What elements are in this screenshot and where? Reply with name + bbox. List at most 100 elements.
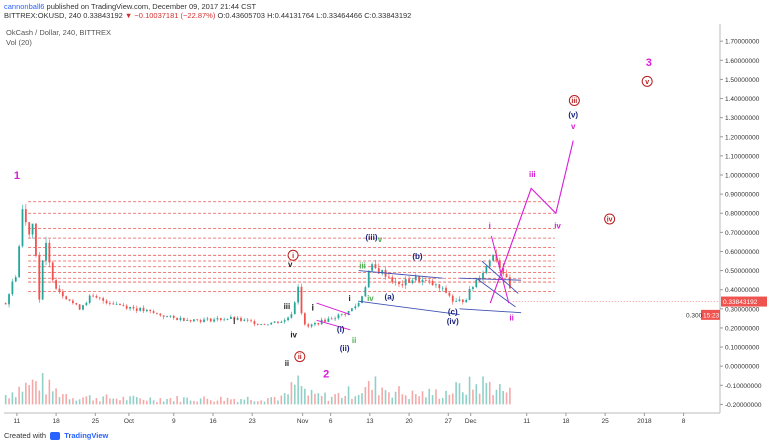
candle-body (156, 312, 158, 314)
candle-body (219, 318, 222, 321)
wave-label: 3 (646, 57, 652, 69)
volume-bar (304, 388, 306, 405)
y-tick-label: 1.10000000 (725, 153, 760, 160)
candle-body (374, 264, 377, 269)
x-tick-label: 11 (14, 418, 21, 425)
channel-line (358, 300, 460, 316)
candle-body (263, 324, 266, 325)
candle-body (270, 322, 273, 325)
volume-bar (196, 401, 199, 405)
candle-body (445, 287, 447, 293)
wave-label: i (489, 222, 491, 231)
x-tick-label: 23 (249, 418, 257, 425)
tradingview-brand[interactable]: TradingView (64, 431, 109, 440)
candle-body (401, 284, 404, 286)
volume-bar (327, 400, 330, 405)
candle-body (334, 318, 337, 320)
wave-label: v (571, 122, 576, 131)
volume-bar (78, 399, 81, 405)
volume-bar (408, 399, 410, 405)
publisher-link[interactable]: cannonball6 (4, 2, 45, 11)
candle-body (492, 254, 494, 261)
volume-bar (364, 386, 367, 405)
candle-body (48, 242, 51, 263)
candle-body (505, 273, 508, 278)
volume-bar (189, 400, 192, 405)
candle-body (98, 297, 101, 299)
volume-bar (4, 395, 7, 405)
wave-label: i (349, 294, 351, 303)
volume-bar (404, 395, 407, 405)
wave-label: (a) (385, 292, 395, 301)
candle-body (166, 316, 168, 317)
volume-bar (388, 392, 390, 405)
candle-body (307, 324, 310, 327)
volume-bar (367, 381, 370, 405)
candle-body (283, 320, 286, 322)
candle-body (461, 299, 464, 303)
volume-bar (337, 393, 340, 405)
volume-bar (199, 398, 202, 405)
ohlc-bar: BITTREX:OKUSD, 240 0.33843192 ▼ −0.10037… (4, 11, 411, 20)
candle-body (340, 313, 343, 315)
candle-body (21, 209, 24, 247)
volume-bar (139, 398, 141, 405)
volume-bar (119, 400, 121, 405)
volume-bar (14, 397, 17, 405)
volume-bar (418, 396, 420, 405)
candle-body (199, 320, 202, 322)
candle-body (317, 322, 320, 325)
candle-body (240, 317, 242, 321)
y-tick-label: -0.20000000 (725, 402, 762, 409)
volume-bar (344, 395, 346, 405)
chart-title: OkCash / Dollar, 240, BITTREX (6, 28, 112, 37)
volume-bar (283, 393, 286, 405)
volume-bar (428, 388, 431, 405)
x-tick-label: 25 (92, 418, 100, 425)
candle-body (290, 314, 293, 318)
wave-label: v (288, 260, 293, 269)
candle-body (189, 320, 192, 322)
volume-bar (193, 400, 195, 405)
candle-body (226, 318, 229, 320)
y-tick-label: 0.30000000 (725, 306, 760, 313)
volume-bar (209, 400, 212, 405)
volume-bar (381, 387, 383, 405)
candle-body (250, 320, 252, 322)
last-price-tag-label: 0.33843192 (723, 299, 758, 306)
y-tick-label: 1.60000000 (725, 58, 760, 65)
candle-body (287, 317, 289, 321)
candle-body (280, 321, 283, 323)
candle-body (266, 324, 269, 326)
circled-wave-marker (641, 75, 653, 87)
volume-bar (455, 382, 457, 405)
candle-body (24, 209, 27, 223)
candle-body (391, 277, 394, 283)
volume-bar (260, 400, 262, 405)
y-tick-label: 1.30000000 (725, 115, 760, 122)
volume-bar (142, 399, 145, 405)
volume-bar (183, 397, 185, 405)
candle-body (371, 264, 373, 271)
candle-body (108, 303, 111, 305)
volume-bar (122, 396, 125, 405)
volume-bar (310, 389, 313, 405)
candle-body (115, 303, 118, 305)
volume-bar (65, 393, 67, 405)
candle-body (421, 279, 424, 283)
candle-body (65, 296, 68, 300)
corrective-projection-path (490, 236, 510, 304)
candle-body (18, 246, 21, 278)
volume-bar (135, 397, 138, 405)
candle-body (193, 319, 195, 322)
volume-bar (31, 379, 34, 405)
countdown-tag (701, 309, 720, 320)
circled-wave-marker (294, 351, 306, 363)
volume-bar (472, 389, 474, 405)
candle-body (51, 262, 54, 281)
volume-bar (287, 394, 289, 405)
volume-bar (68, 399, 71, 405)
y-tick-label: 1.70000000 (725, 39, 760, 46)
candle-body (448, 292, 451, 296)
